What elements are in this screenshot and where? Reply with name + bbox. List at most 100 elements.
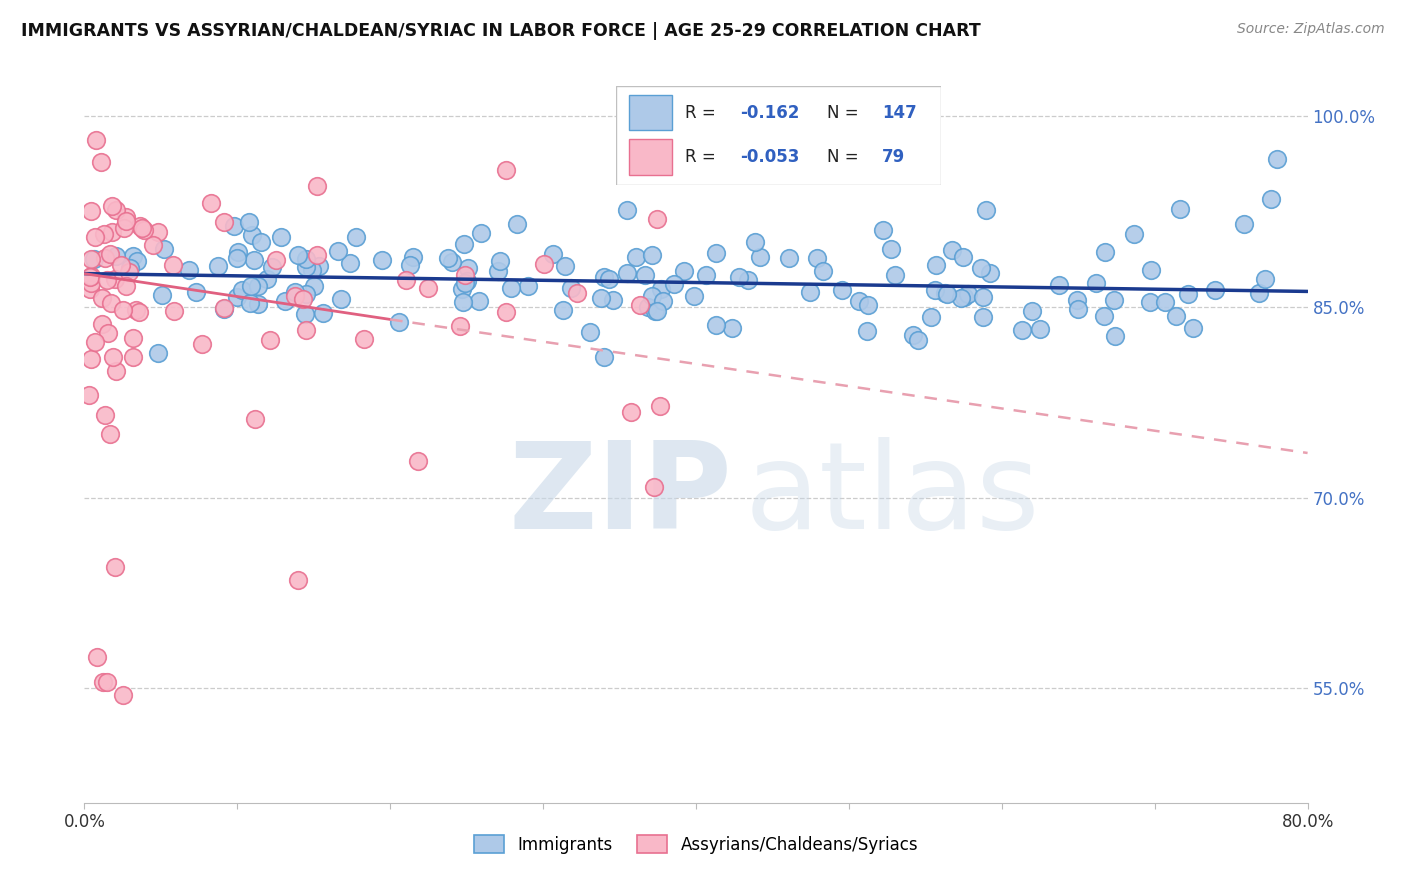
Point	[127, 254, 149, 268]
Point	[110, 258, 132, 272]
Point	[1066, 293, 1088, 308]
Point	[1140, 263, 1163, 277]
Point	[778, 251, 800, 265]
Point	[224, 219, 246, 233]
Point	[495, 162, 517, 177]
Point	[270, 229, 292, 244]
Point	[1011, 323, 1033, 337]
Point	[97, 326, 120, 341]
Point	[243, 253, 266, 268]
Text: IMMIGRANTS VS ASSYRIAN/CHALDEAN/SYRIAC IN LABOR FORCE | AGE 25-29 CORRELATION CH: IMMIGRANTS VS ASSYRIAN/CHALDEAN/SYRIAC I…	[21, 22, 981, 40]
Point	[872, 223, 894, 237]
Point	[593, 350, 616, 364]
Point	[131, 220, 153, 235]
Point	[294, 307, 316, 321]
Point	[1153, 295, 1175, 310]
Point	[247, 279, 270, 293]
Point	[1267, 152, 1289, 166]
Point	[972, 310, 994, 324]
Point	[86, 649, 108, 664]
Point	[1102, 293, 1125, 308]
Point	[200, 196, 222, 211]
Point	[565, 285, 588, 300]
Point	[450, 282, 472, 296]
Point	[454, 268, 477, 282]
Point	[207, 259, 229, 273]
Point	[1122, 227, 1144, 241]
Point	[274, 294, 297, 309]
Point	[146, 225, 169, 239]
Point	[329, 292, 352, 306]
Point	[628, 298, 651, 312]
Point	[259, 333, 281, 347]
Point	[506, 217, 529, 231]
Point	[111, 303, 134, 318]
Point	[647, 211, 669, 226]
Point	[848, 294, 870, 309]
Point	[287, 247, 309, 261]
Point	[979, 266, 1001, 280]
Point	[115, 214, 138, 228]
Point	[353, 332, 375, 346]
Point	[924, 283, 946, 297]
Point	[799, 285, 821, 299]
Point	[142, 238, 165, 252]
Point	[437, 252, 460, 266]
Point	[560, 281, 582, 295]
Point	[695, 268, 717, 282]
Point	[79, 277, 101, 291]
Point	[749, 250, 772, 264]
Point	[402, 250, 425, 264]
Point	[737, 273, 759, 287]
Point	[344, 229, 367, 244]
Point	[91, 291, 114, 305]
Point	[650, 400, 672, 414]
Point	[456, 274, 478, 288]
Point	[111, 688, 134, 702]
Point	[243, 411, 266, 425]
Point	[589, 291, 612, 305]
Point	[644, 304, 666, 318]
Point	[121, 249, 143, 263]
Point	[880, 242, 903, 256]
Point	[371, 253, 394, 268]
Point	[486, 263, 509, 277]
Point	[453, 276, 475, 290]
Point	[643, 480, 665, 494]
Point	[641, 247, 664, 261]
Point	[974, 202, 997, 217]
Point	[114, 278, 136, 293]
Point	[100, 225, 122, 239]
Point	[128, 305, 150, 319]
Point	[1092, 309, 1115, 323]
Point	[637, 300, 659, 314]
Point	[104, 364, 127, 378]
Point	[907, 333, 929, 347]
Point	[84, 230, 107, 244]
Point	[79, 269, 101, 284]
Point	[179, 263, 201, 277]
Point	[80, 252, 103, 266]
Point	[125, 303, 148, 318]
Point	[662, 277, 685, 291]
Point	[94, 409, 117, 423]
Point	[831, 283, 853, 297]
Point	[972, 290, 994, 304]
Point	[1168, 202, 1191, 217]
Point	[533, 257, 555, 271]
Point	[641, 289, 664, 303]
Point	[295, 287, 318, 301]
Point	[104, 249, 127, 263]
Point	[650, 282, 672, 296]
Point	[903, 327, 925, 342]
Point	[554, 259, 576, 273]
Point	[94, 251, 117, 265]
Point	[470, 226, 492, 240]
Point	[551, 303, 574, 318]
Point	[307, 248, 329, 262]
Point	[499, 280, 522, 294]
Point	[1047, 277, 1070, 292]
Point	[721, 320, 744, 334]
Point	[163, 304, 186, 318]
Point	[302, 279, 325, 293]
